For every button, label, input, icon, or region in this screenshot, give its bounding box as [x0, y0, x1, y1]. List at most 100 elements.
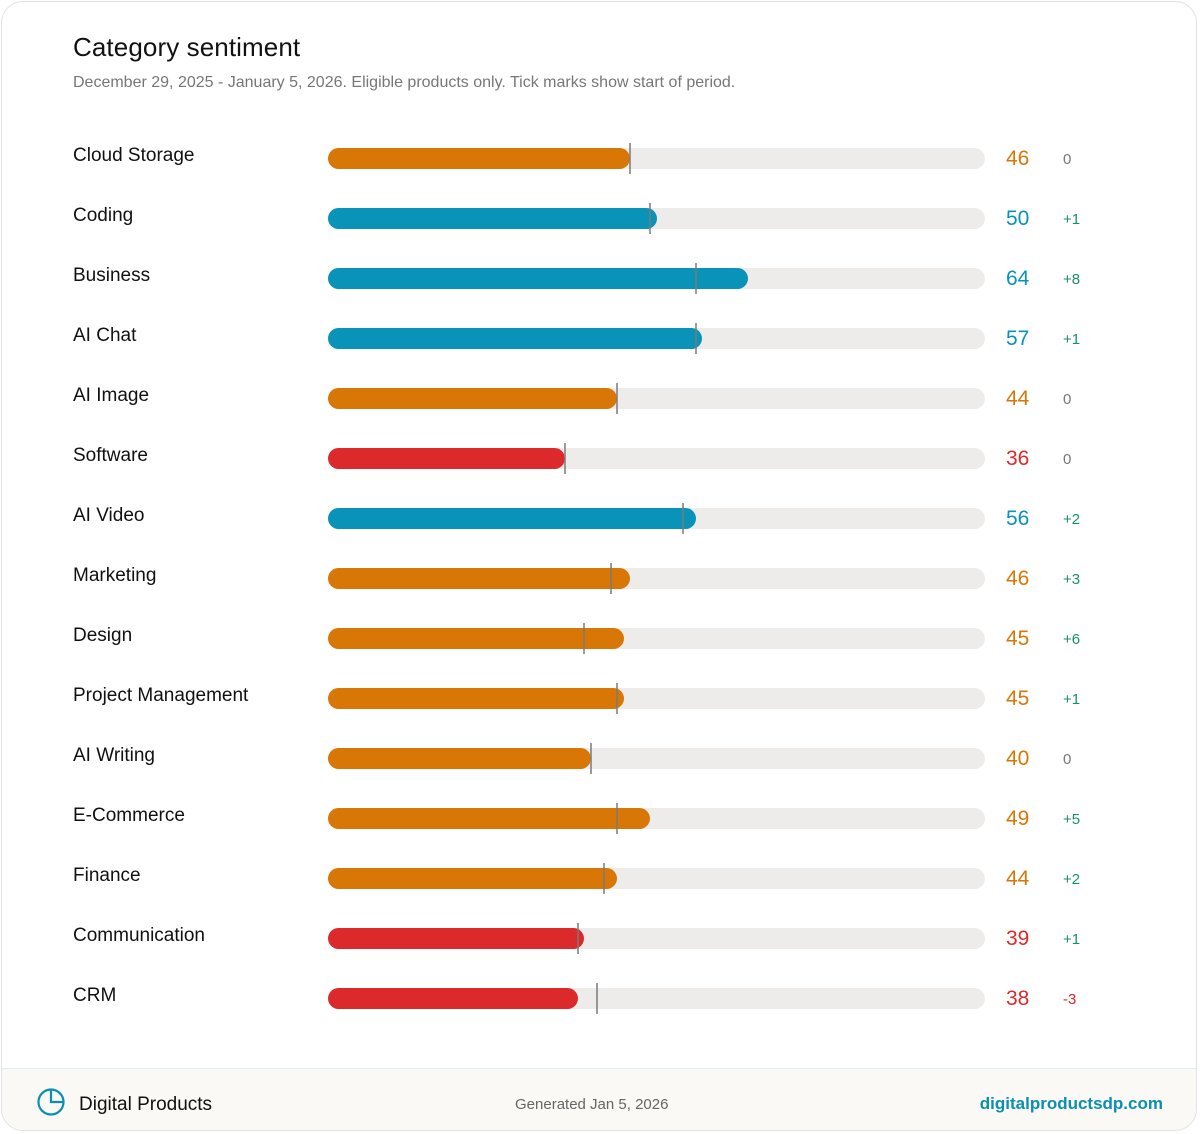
start-tick	[616, 683, 618, 714]
bar-track	[328, 383, 985, 414]
start-tick	[590, 743, 592, 774]
score-value: 50	[1006, 207, 1030, 230]
chart-row: AI Writing 40 0	[2, 730, 1196, 790]
bar-fill	[328, 268, 748, 289]
start-tick	[596, 983, 598, 1014]
category-label: Coding	[73, 205, 134, 226]
bar-track	[328, 443, 985, 474]
chart-row: Business 64 +8	[2, 250, 1196, 310]
site-link[interactable]: digitalproductsdp.com	[979, 1094, 1163, 1113]
bar-track	[328, 203, 985, 234]
score-value: 46	[1006, 147, 1030, 170]
bar-fill	[328, 928, 584, 949]
start-tick	[616, 383, 618, 414]
chart-title: Category sentiment	[73, 32, 301, 62]
category-label: CRM	[73, 985, 117, 1006]
score-value: 46	[1006, 567, 1030, 590]
category-label: AI Image	[73, 385, 150, 406]
bar-track	[328, 803, 985, 834]
bar-fill	[328, 568, 630, 589]
footer: Digital Products Generated Jan 5, 2026 d…	[2, 1068, 1196, 1130]
bar-track	[328, 563, 985, 594]
delta-value: 0	[1063, 151, 1072, 168]
chart-row: AI Chat 57 +1	[2, 310, 1196, 370]
chart-row: Project Management 45 +1	[2, 670, 1196, 730]
score-value: 39	[1006, 927, 1030, 950]
score-value: 57	[1006, 327, 1030, 350]
start-tick	[564, 443, 566, 474]
delta-value: +8	[1063, 271, 1081, 288]
start-tick	[603, 863, 605, 894]
generated-date: Generated Jan 5, 2026	[515, 1096, 669, 1113]
category-label: Business	[73, 265, 151, 286]
delta-value: 0	[1063, 391, 1072, 408]
score-value: 45	[1006, 687, 1030, 710]
chart-row: CRM 38 -3	[2, 970, 1196, 1030]
start-tick	[695, 263, 697, 294]
category-label: AI Writing	[73, 745, 156, 766]
delta-value: +2	[1063, 511, 1081, 528]
chart-row: Coding 50 +1	[2, 190, 1196, 250]
delta-value: 0	[1063, 451, 1072, 468]
score-value: 49	[1006, 807, 1030, 830]
category-label: Finance	[73, 865, 141, 886]
category-label: Cloud Storage	[73, 145, 195, 166]
delta-value: +2	[1063, 871, 1081, 888]
bar-fill	[328, 448, 565, 469]
category-label: Marketing	[73, 565, 157, 586]
chart-row: Design 45 +6	[2, 610, 1196, 670]
bar-track	[328, 623, 985, 654]
delta-value: 0	[1063, 751, 1072, 768]
bar-fill	[328, 868, 617, 889]
bar-fill	[328, 808, 650, 829]
brand-name: Digital Products	[79, 1094, 213, 1115]
delta-value: +1	[1063, 211, 1081, 228]
bar-fill	[328, 628, 624, 649]
score-value: 44	[1006, 867, 1030, 890]
bar-track	[328, 743, 985, 774]
start-tick	[577, 923, 579, 954]
delta-value: +1	[1063, 331, 1081, 348]
delta-value: +6	[1063, 631, 1081, 648]
bar-fill	[328, 508, 696, 529]
bar-fill	[328, 688, 624, 709]
score-value: 44	[1006, 387, 1030, 410]
score-value: 45	[1006, 627, 1030, 650]
bar-track	[328, 983, 985, 1014]
pie-chart-icon	[37, 1088, 65, 1116]
score-value: 64	[1006, 267, 1030, 290]
delta-value: +3	[1063, 571, 1081, 588]
chart-row: Cloud Storage 46 0	[2, 130, 1196, 190]
bar-track	[328, 923, 985, 954]
chart-subtitle: December 29, 2025 - January 5, 2026. Eli…	[73, 74, 736, 91]
chart-row: Marketing 46 +3	[2, 550, 1196, 610]
delta-value: +5	[1063, 811, 1081, 828]
start-tick	[583, 623, 585, 654]
category-label: AI Chat	[73, 325, 137, 346]
bar-rows: Cloud Storage 46 0 Coding 50 +1 Business 64 +8 AI…	[2, 130, 1196, 1030]
chart-row: E-Commerce 49 +5	[2, 790, 1196, 850]
chart-row: Finance 44 +2	[2, 850, 1196, 910]
score-value: 38	[1006, 987, 1030, 1010]
bar-fill	[328, 148, 630, 169]
bar-fill	[328, 328, 702, 349]
bar-track	[328, 863, 985, 894]
bar-fill	[328, 748, 591, 769]
category-label: Communication	[73, 925, 205, 946]
start-tick	[629, 143, 631, 174]
category-label: Project Management	[73, 685, 249, 706]
bar-track	[328, 143, 985, 174]
start-tick	[616, 803, 618, 834]
score-value: 36	[1006, 447, 1030, 470]
category-label: Software	[73, 445, 148, 466]
bar-track	[328, 503, 985, 534]
bar-fill	[328, 208, 657, 229]
chart-row: Software 36 0	[2, 430, 1196, 490]
bar-track	[328, 263, 985, 294]
delta-value: -3	[1063, 991, 1077, 1008]
start-tick	[695, 323, 697, 354]
score-value: 56	[1006, 507, 1030, 530]
start-tick	[682, 503, 684, 534]
start-tick	[610, 563, 612, 594]
